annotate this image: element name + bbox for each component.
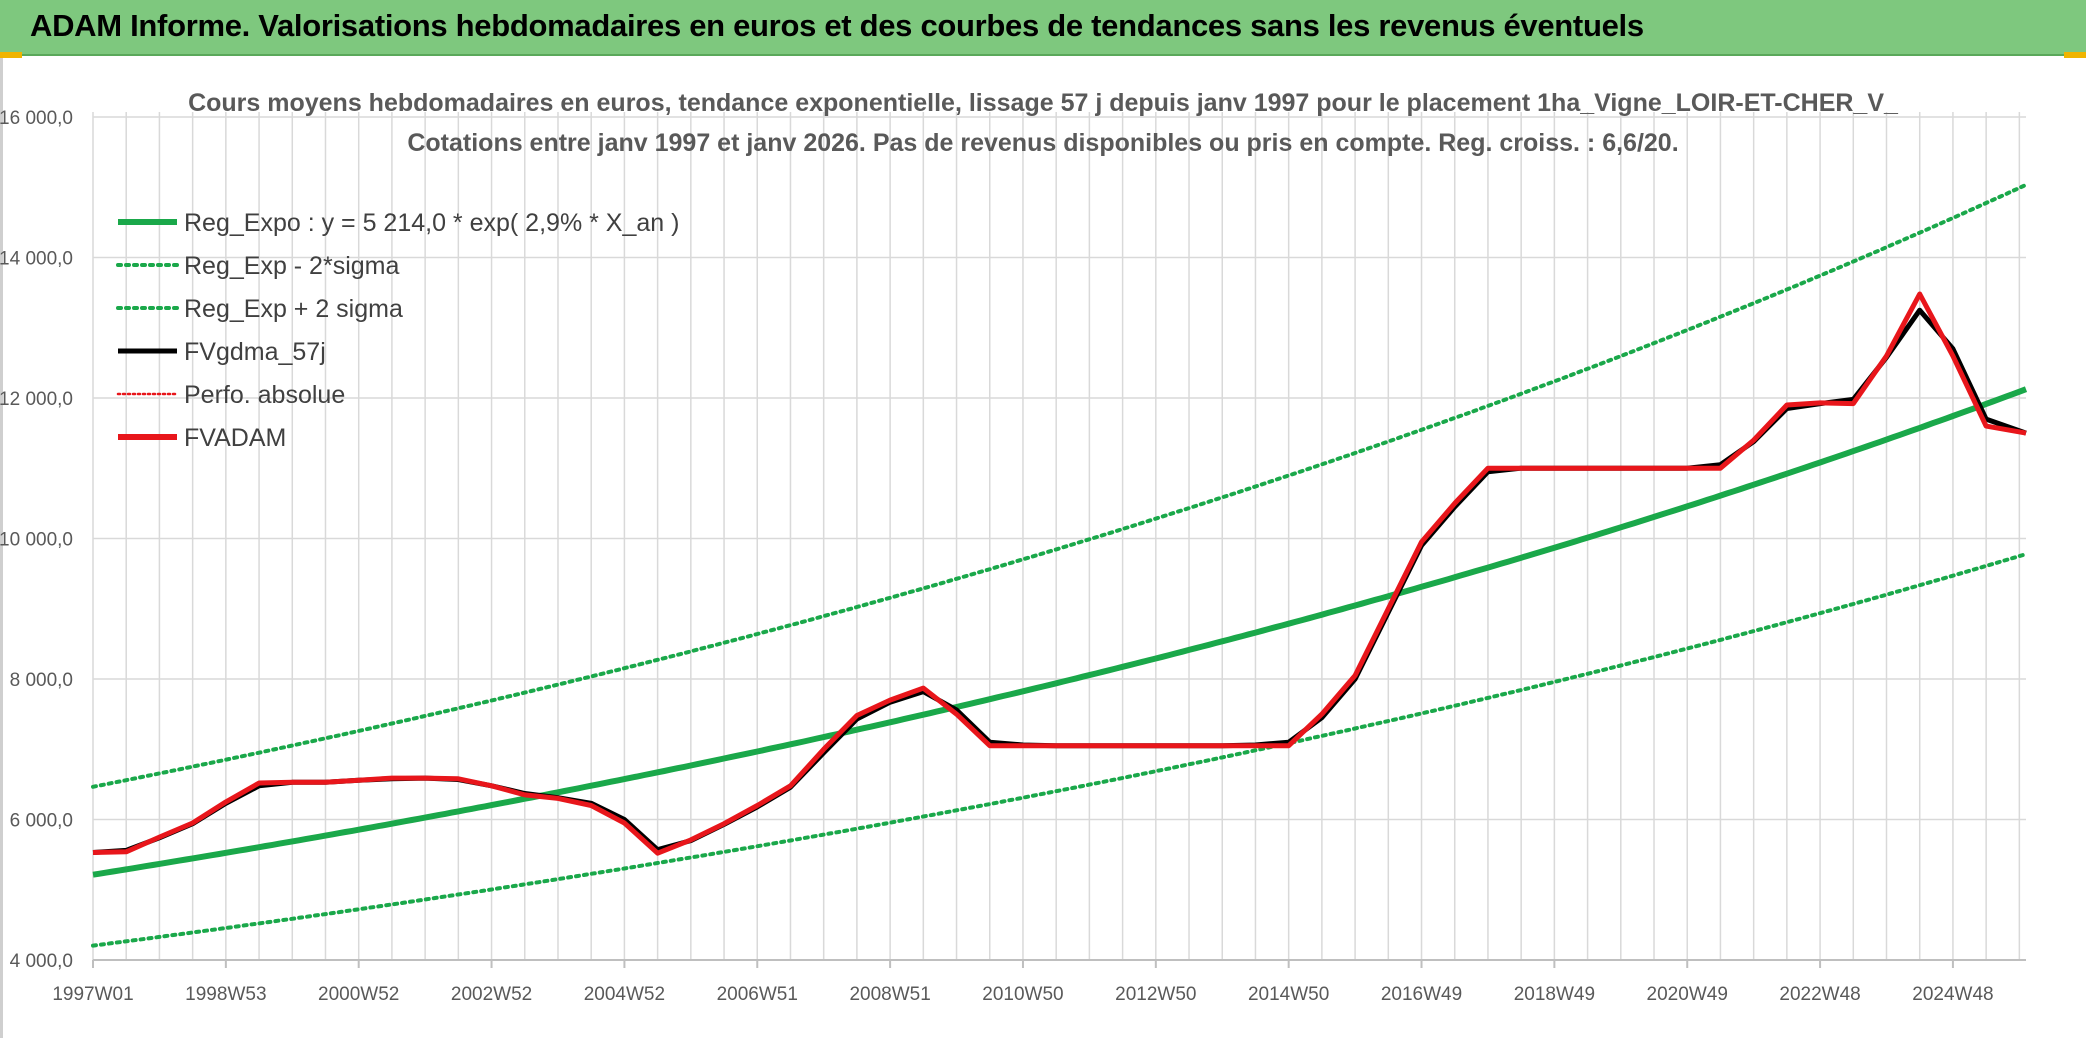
chart-frame (0, 58, 2086, 1038)
y-tick-label: 4 000,0 (10, 951, 73, 972)
y-tick-label: 8 000,0 (10, 670, 73, 691)
series-layer (91, 182, 2028, 948)
series-fvgdma-57j (92, 307, 2027, 855)
legend-label-fvgdma: FVgdma_57j (184, 338, 326, 366)
x-tick-label: 2006W51 (717, 984, 798, 1005)
x-tick-label: 2020W49 (1647, 984, 1728, 1005)
x-tick-label: 2018W49 (1514, 984, 1595, 1005)
y-tick-label: 14 000,0 (0, 249, 73, 270)
x-tick-label: 2008W51 (849, 984, 930, 1005)
x-tick-label: 2012W50 (1115, 984, 1196, 1005)
y-tick-label: 6 000,0 (10, 811, 73, 832)
x-tick-label: 2002W52 (451, 984, 532, 1005)
grid-layer (92, 112, 2026, 961)
chart-title-group: Cours moyens hebdomadaires en euros, ten… (188, 89, 1899, 157)
x-tick-label: 2016W49 (1381, 984, 1462, 1005)
axis-layer: 4 000,0 6 000,0 8 000,0 10 000,0 12 000,0 14 … (0, 108, 2026, 1005)
corner-marker-right (2064, 52, 2086, 58)
legend-label-reg-plus: Reg_Exp + 2 sigma (184, 295, 403, 323)
legend-label-reg-expo: Reg_Expo : y = 5 214,0 * exp( 2,9% * X_a… (184, 209, 679, 237)
y-tick-label: 10 000,0 (0, 530, 73, 551)
x-tick-label: 1997W01 (52, 984, 133, 1005)
x-tick-label: 2014W50 (1248, 984, 1329, 1005)
x-tick-label: 2022W48 (1779, 984, 1860, 1005)
x-tick-label: 2004W52 (584, 984, 665, 1005)
series-reg-exp-plus-2sigma (91, 182, 2028, 789)
page-title: ADAM Informe. Valorisations hebdomadaire… (30, 8, 1644, 43)
x-tick-label: 2024W48 (1912, 984, 1993, 1005)
legend: Reg_Expo : y = 5 214,0 * exp( 2,9% * X_a… (116, 209, 679, 452)
series-reg-exp-minus-2sigma (91, 552, 2028, 948)
legend-label-reg-minus: Reg_Exp - 2*sigma (184, 252, 399, 280)
corner-marker-left (0, 52, 22, 58)
series-reg-expo (92, 386, 2028, 878)
header-bar: ADAM Informe. Valorisations hebdomadaire… (0, 0, 2086, 56)
x-tick-label: 1998W53 (185, 984, 266, 1005)
legend-label-fvadam: FVADAM (184, 424, 286, 452)
series-fvadam (92, 291, 2027, 856)
chart-title-line2: Cotations entre janv 1997 et janv 2026. … (407, 129, 1678, 157)
y-tick-label: 12 000,0 (0, 389, 73, 410)
x-tick-label: 2000W52 (318, 984, 399, 1005)
x-tick-label: 2010W50 (982, 984, 1063, 1005)
y-tick-label: 16 000,0 (0, 108, 73, 129)
legend-label-perfo: Perfo. absolue (184, 381, 345, 409)
chart-title-line1: Cours moyens hebdomadaires en euros, ten… (188, 89, 1899, 117)
